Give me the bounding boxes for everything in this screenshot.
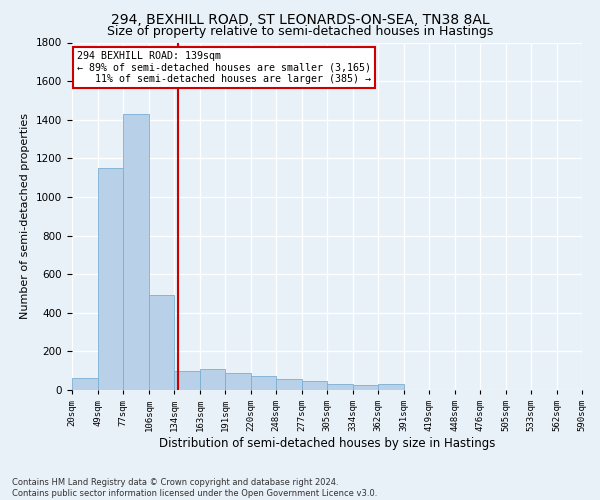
Bar [123,114,149,390]
Bar [200,369,225,390]
X-axis label: Distribution of semi-detached houses by size in Hastings: Distribution of semi-detached houses by … [159,437,495,450]
Bar [276,380,302,390]
Bar [149,296,174,390]
Bar [98,168,123,390]
Bar [327,384,353,390]
Text: 294, BEXHILL ROAD, ST LEONARDS-ON-SEA, TN38 8AL: 294, BEXHILL ROAD, ST LEONARDS-ON-SEA, T… [110,12,490,26]
Text: Size of property relative to semi-detached houses in Hastings: Size of property relative to semi-detach… [107,25,493,38]
Bar [353,385,378,390]
Bar [225,372,251,390]
Text: Contains HM Land Registry data © Crown copyright and database right 2024.
Contai: Contains HM Land Registry data © Crown c… [12,478,377,498]
Text: 294 BEXHILL ROAD: 139sqm
← 89% of semi-detached houses are smaller (3,165)
   11: 294 BEXHILL ROAD: 139sqm ← 89% of semi-d… [77,51,371,84]
Bar [302,382,327,390]
Bar [174,370,200,390]
Bar [378,384,404,390]
Bar [72,378,98,390]
Y-axis label: Number of semi-detached properties: Number of semi-detached properties [20,114,31,320]
Bar [251,376,276,390]
